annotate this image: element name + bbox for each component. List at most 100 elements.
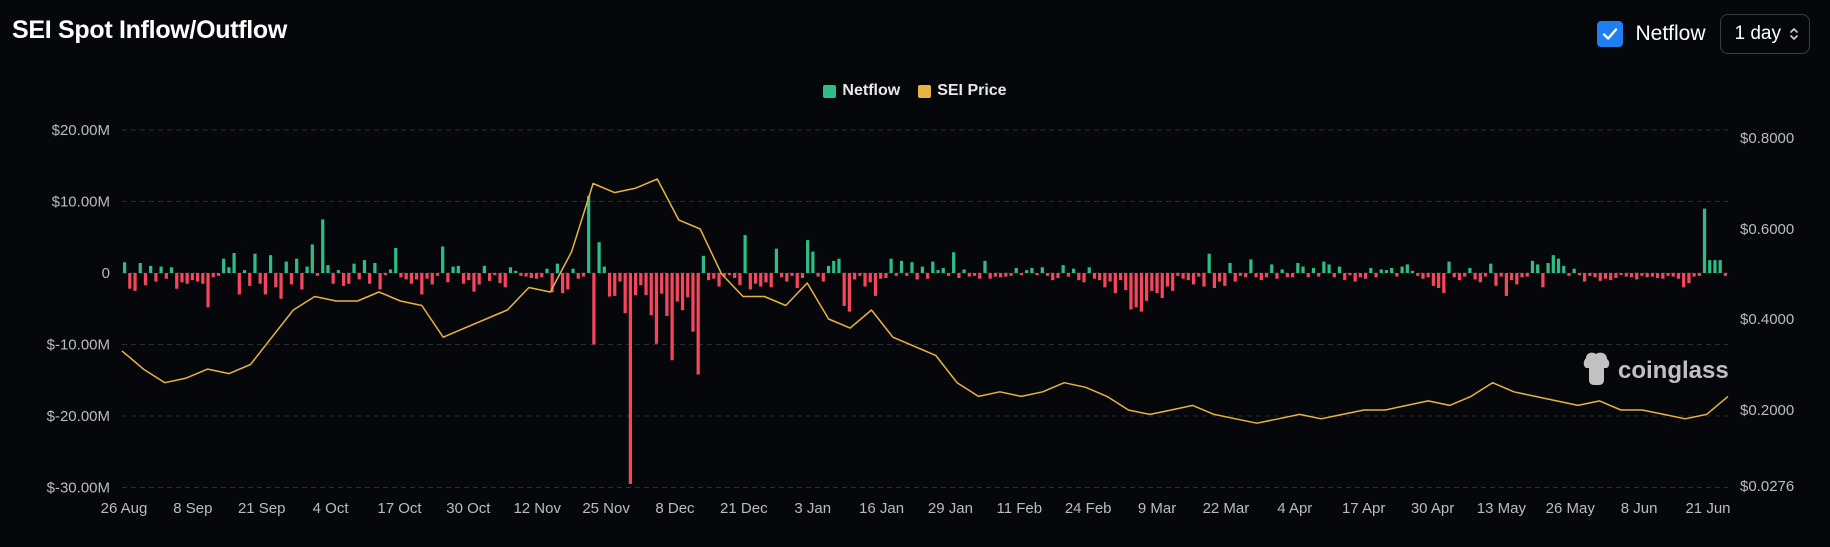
netflow-bar (602, 266, 606, 273)
netflow-bar (1671, 273, 1675, 277)
netflow-bar (482, 265, 487, 273)
netflow-bar (1577, 273, 1582, 276)
netflow-bar (905, 273, 909, 276)
netflow-bar (399, 273, 403, 278)
netflow-bar (1223, 273, 1227, 286)
netflow-bar (779, 273, 784, 278)
netflow-bar (1249, 259, 1253, 273)
netflow-bar (1019, 273, 1024, 276)
netflow-bar (284, 261, 288, 273)
netflow-bar (461, 273, 466, 284)
netflow-bar (409, 273, 414, 284)
legend-item-netflow[interactable]: Netflow (823, 82, 900, 100)
netflow-bar (404, 273, 408, 280)
netflow-toggle[interactable]: Netflow (1597, 21, 1706, 47)
netflow-bar (1212, 273, 1217, 289)
netflow-bar (581, 273, 586, 277)
netflow-bar (149, 265, 153, 273)
netflow-bar (1379, 269, 1383, 273)
netflow-bar (1343, 273, 1347, 281)
netflow-bar (837, 258, 841, 273)
netflow-bar (946, 273, 951, 276)
netflow-bar (1254, 273, 1258, 278)
netflow-bar (216, 273, 221, 276)
netflow-bar (1092, 273, 1097, 279)
netflow-bar (1525, 273, 1529, 277)
netflow-bar (936, 270, 940, 273)
netflow-bar (1103, 273, 1107, 288)
checkbox-checked-icon[interactable] (1597, 21, 1624, 47)
netflow-bar (242, 270, 247, 273)
netflow-bar (310, 244, 314, 273)
interval-select[interactable]: 1 day (1719, 14, 1810, 54)
netflow-bar (1640, 273, 1644, 276)
netflow-bar (394, 247, 398, 273)
netflow-bar (326, 265, 330, 273)
netflow-bar (1666, 273, 1670, 276)
netflow-bar (1452, 273, 1456, 278)
netflow-bar (597, 242, 601, 273)
netflow-bar (362, 260, 367, 273)
netflow-bar (1129, 273, 1133, 310)
netflow-bar (201, 273, 205, 284)
netflow-bar (133, 273, 137, 291)
netflow-bar (811, 251, 815, 273)
netflow-bar (894, 273, 898, 276)
netflow-bar (1233, 273, 1237, 282)
netflow-bar (1030, 268, 1034, 273)
netflow-bar (1207, 253, 1211, 273)
netflow-bar (1327, 264, 1331, 273)
netflow-bar (1697, 273, 1701, 276)
netflow-bar (639, 273, 643, 286)
x-tick-label: 4 Oct (313, 500, 350, 517)
netflow-bar (733, 273, 737, 278)
netflow-bar (1280, 269, 1284, 273)
page-title: SEI Spot Inflow/Outflow (12, 16, 288, 44)
netflow-bar (1655, 273, 1660, 278)
netflow-bar (1285, 273, 1290, 278)
netflow-bar (315, 273, 320, 276)
netflow-bar (1348, 273, 1352, 276)
netflow-bar (967, 273, 971, 277)
legend-label-sei-price: SEI Price (937, 82, 1007, 99)
x-tick-label: 12 Nov (513, 500, 561, 517)
netflow-bar (1040, 267, 1044, 273)
netflow-bar (576, 273, 580, 279)
netflow-bar (430, 273, 434, 285)
legend-label-netflow: Netflow (842, 82, 901, 99)
netflow-bar (858, 273, 862, 276)
netflow-bar (1056, 273, 1060, 278)
x-tick-label: 21 Sep (238, 500, 286, 517)
netflow-bar (1337, 266, 1342, 273)
netflow-bar (1426, 273, 1430, 278)
legend-item-sei-price[interactable]: SEI Price (918, 82, 1007, 100)
y-left-tick-label: 0 (102, 265, 110, 282)
netflow-bar (978, 273, 982, 279)
netflow-bar (1322, 261, 1326, 273)
netflow-bar (1228, 262, 1232, 273)
netflow-bar (660, 273, 664, 294)
netflow-bar (1191, 273, 1196, 285)
netflow-bar (1238, 273, 1243, 276)
netflow-bar (915, 273, 919, 280)
netflow-bar (753, 273, 758, 284)
netflow-bars (122, 195, 1728, 484)
netflow-bar (1457, 273, 1462, 281)
netflow-bar (1447, 261, 1451, 273)
netflow-bar (993, 273, 998, 277)
netflow-bar (727, 273, 732, 276)
netflow-bar (248, 273, 252, 286)
netflow-bar (1332, 273, 1336, 278)
netflow-bar (644, 273, 648, 296)
netflow-bar (1244, 273, 1248, 278)
netflow-bar (1061, 265, 1065, 273)
netflow-bar (1661, 273, 1665, 279)
netflow-bar (1619, 273, 1623, 276)
x-tick-label: 26 May (1546, 500, 1596, 517)
netflow-bar (1645, 273, 1649, 278)
y-left-tick-label: $-10.00M (47, 337, 110, 354)
netflow-bar (1410, 270, 1415, 273)
netflow-bar (899, 260, 904, 273)
netflow-bar (649, 273, 653, 316)
netflow-bar (1468, 268, 1472, 273)
